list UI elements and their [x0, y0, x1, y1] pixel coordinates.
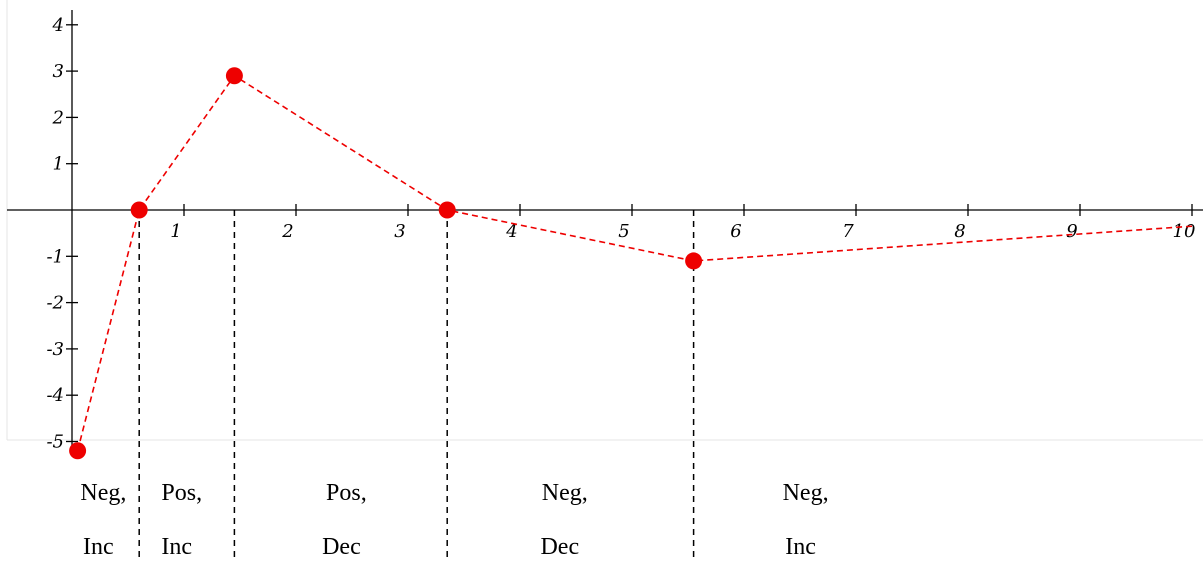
region-label-line1: Neg,: [542, 480, 588, 506]
axes: 1 2 3 4 5 6 7 8 9 10 4 3 2 1 -1 -2 -3 -4 -5: [7, 10, 1203, 453]
x-tick-label: 6: [730, 221, 741, 242]
x-tick-label: 3: [394, 221, 405, 242]
y-tick-label: 1: [53, 154, 64, 175]
y-tick-label: 4: [52, 15, 64, 36]
data-point: [225, 67, 243, 85]
x-tick-label: 8: [954, 221, 965, 242]
x-tick-label: 5: [618, 221, 629, 242]
series-layer: [69, 67, 1193, 460]
plot-frame: [6, 0, 1203, 441]
x-tick-label: 9: [1066, 221, 1077, 242]
data-point: [130, 201, 148, 219]
region-labels: Neg, Inc Pos, Inc Pos, Dec Neg, Dec Neg, Inc: [80, 480, 828, 560]
y-tick-label: -2: [46, 293, 64, 314]
x-tick-label: 1: [170, 221, 181, 242]
y-tick-label: -4: [46, 385, 64, 406]
region-label-line1: Neg,: [80, 480, 126, 506]
y-tick-label: -1: [46, 246, 64, 267]
x-tick-label: 10: [1173, 221, 1196, 242]
region-label-line2: Inc: [785, 534, 816, 560]
region-label-line2: Dec: [322, 534, 361, 560]
data-point: [438, 201, 456, 219]
data-point: [685, 252, 703, 270]
region-label-line2: Inc: [161, 534, 192, 560]
data-point: [69, 442, 87, 460]
region-label-line2: Inc: [83, 534, 114, 560]
region-label-line2: Dec: [540, 534, 579, 560]
y-tick-label: -5: [46, 432, 64, 453]
x-tick-label: 4: [505, 221, 517, 242]
region-label-line1: Neg,: [783, 480, 829, 506]
y-tick-label: 3: [53, 61, 64, 82]
series-line: [76, 74, 1193, 451]
x-tick-label: 2: [281, 221, 293, 242]
region-label-line1: Pos,: [326, 480, 367, 506]
y-tick-label: 2: [52, 107, 64, 128]
region-dividers: [138, 210, 695, 561]
x-tick-label: 7: [842, 221, 854, 242]
region-label-line1: Pos,: [161, 480, 202, 506]
y-tick-label: -3: [46, 339, 64, 360]
